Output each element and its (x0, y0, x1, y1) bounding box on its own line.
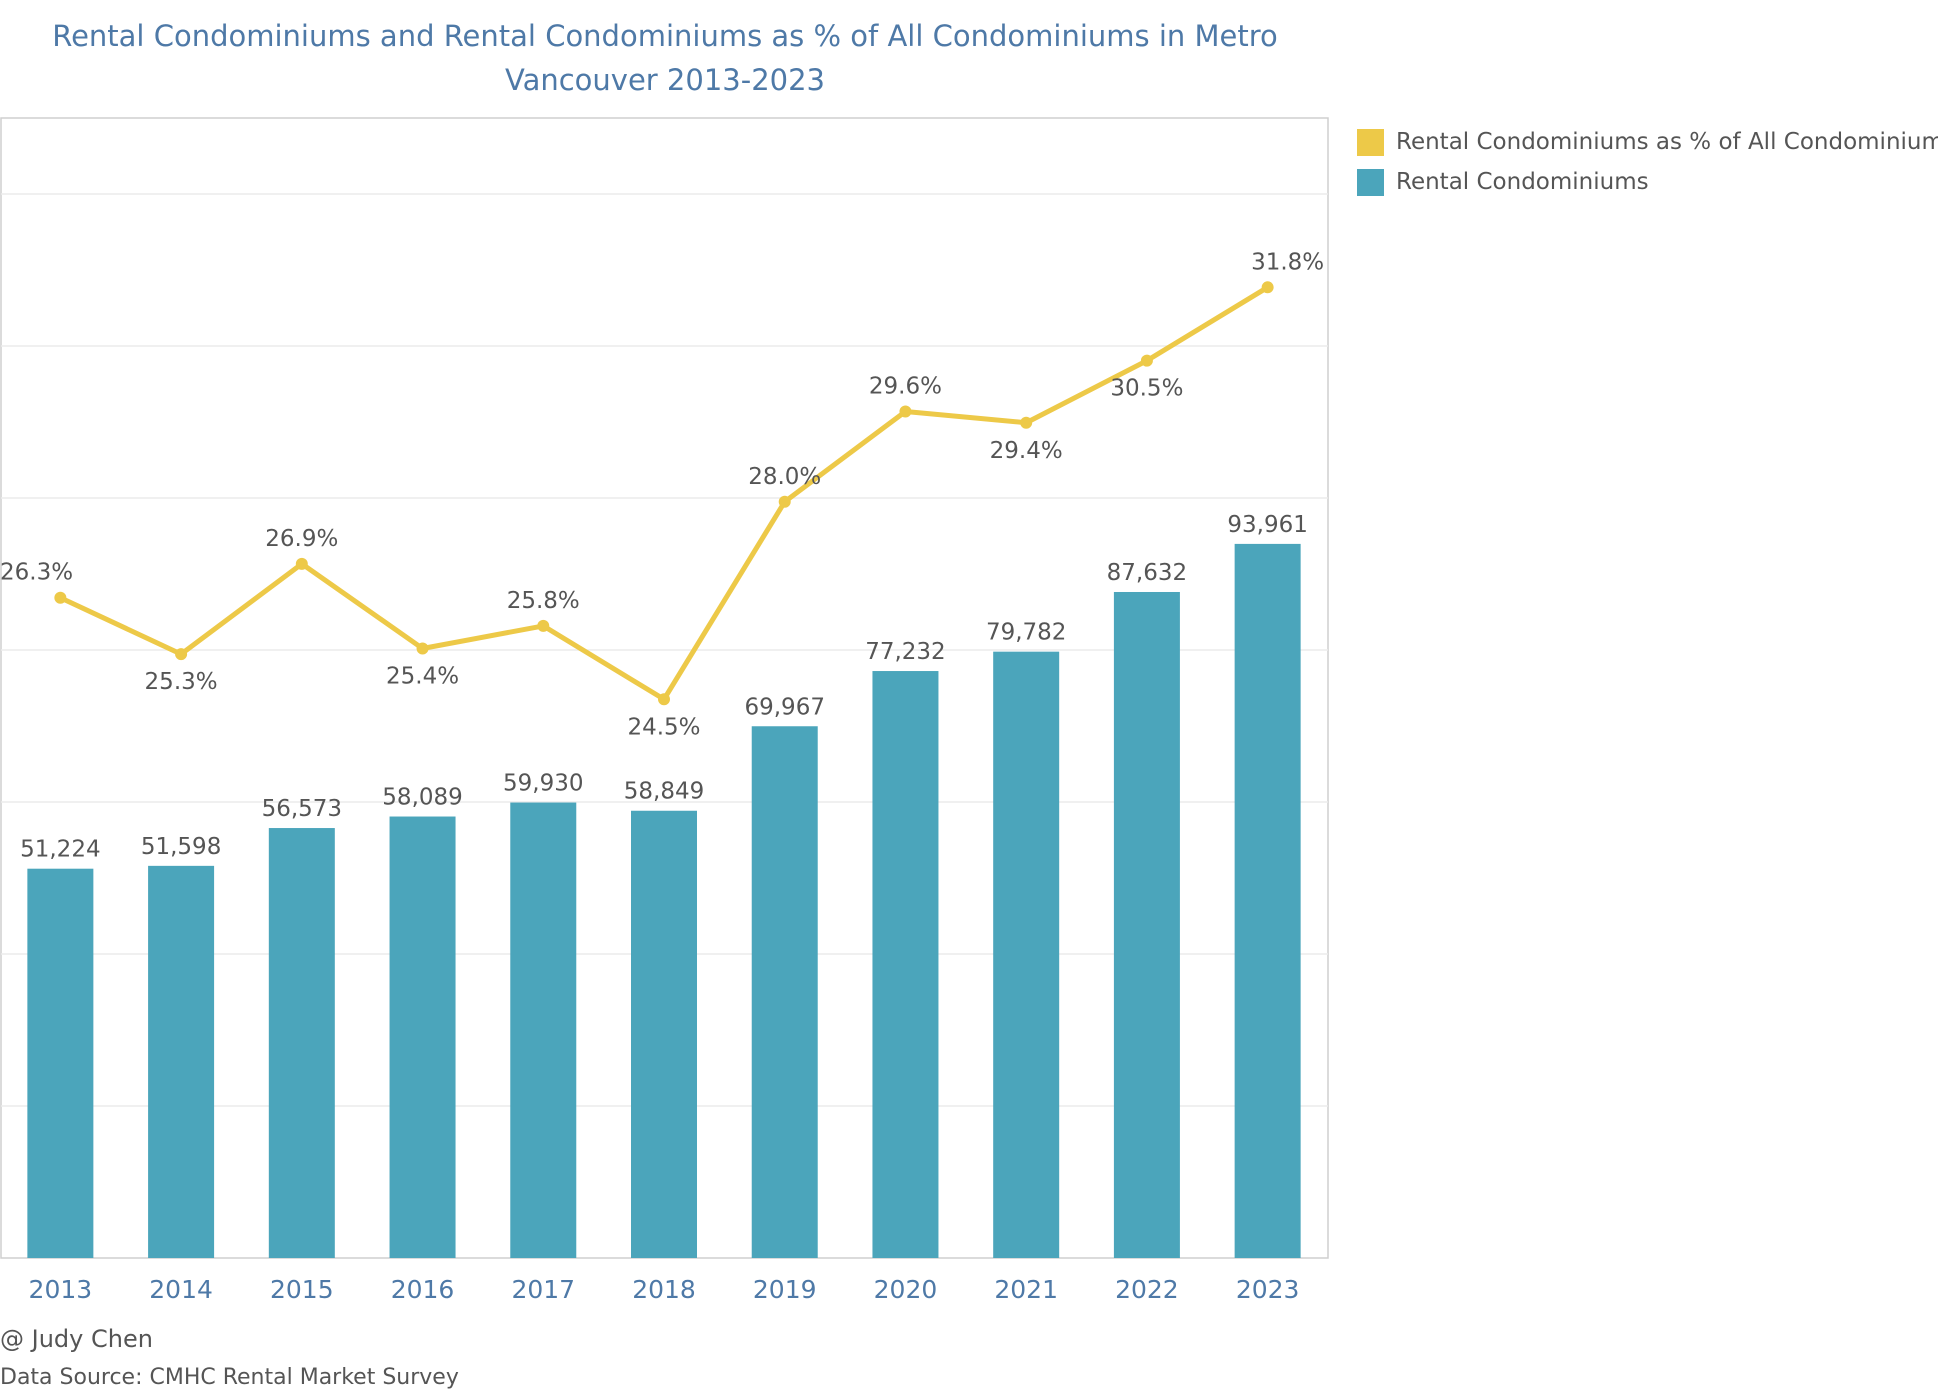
point-label-2020: 29.6% (869, 373, 942, 399)
point-label-2021: 29.4% (990, 438, 1063, 464)
point-2020 (899, 405, 912, 418)
bar-label-2018: 58,849 (624, 779, 704, 805)
legend-item-rental[interactable]: Rental Condominiums (1357, 162, 1938, 202)
point-label-2019: 28.0% (748, 464, 821, 490)
x-tick-2020: 2020 (874, 1275, 938, 1304)
line-series (54, 281, 1274, 706)
bar-label-2019: 69,967 (744, 694, 824, 720)
point-label-2016: 25.4% (386, 663, 459, 689)
bar-2022 (1113, 591, 1180, 1258)
bar-label-2013: 51,224 (20, 837, 100, 863)
bar-2020 (872, 671, 939, 1258)
author-credit: @ Judy Chen (0, 1325, 153, 1353)
point-label-2013: 26.3% (0, 560, 73, 586)
legend: Rental Condominiums as % of All Condomin… (1357, 122, 1938, 202)
bar-label-2022: 87,632 (1107, 560, 1187, 586)
x-tick-2023: 2023 (1236, 1275, 1300, 1304)
point-2013 (54, 591, 67, 604)
bar-label-2021: 79,782 (986, 620, 1066, 646)
percent-line (57, 284, 1271, 702)
point-2023 (1261, 281, 1274, 294)
x-tick-2019: 2019 (753, 1275, 817, 1304)
x-tick-2016: 2016 (391, 1275, 455, 1304)
data-source: Data Source: CMHC Rental Market Survey (0, 1365, 459, 1390)
x-tick-2014: 2014 (149, 1275, 213, 1304)
x-tick-2021: 2021 (994, 1275, 1058, 1304)
bar-label-2016: 58,089 (382, 785, 462, 811)
point-label-2017: 25.8% (507, 588, 580, 614)
bar-2021 (993, 651, 1060, 1258)
x-tick-2018: 2018 (632, 1275, 696, 1304)
point-label-2018: 24.5% (627, 714, 700, 740)
x-axis: 2013 2014 2015 2016 2017 2018 2019 2020 2021 2022… (29, 1275, 1300, 1304)
bar-label-2023: 93,961 (1227, 512, 1307, 538)
gridlines (0, 117, 1329, 1259)
point-2021 (1020, 416, 1033, 429)
bar-2023 (1234, 543, 1301, 1258)
legend-swatch-rental (1357, 168, 1384, 196)
x-tick-2015: 2015 (270, 1275, 334, 1304)
bar-2015 (268, 828, 335, 1258)
point-2016 (416, 642, 429, 655)
point-2022 (1140, 354, 1153, 367)
x-tick-2017: 2017 (511, 1275, 575, 1304)
chart-title-line1: Rental Condominiums and Rental Condomini… (52, 19, 1278, 53)
point-2019 (778, 495, 791, 508)
point-2017 (537, 619, 550, 632)
bar-2013 (27, 868, 94, 1258)
bar-label-2014: 51,598 (141, 834, 221, 860)
bar-label-2015: 56,573 (262, 796, 342, 822)
bar-series (27, 543, 1301, 1258)
legend-swatch-percent (1357, 128, 1384, 156)
bar-label-2017: 59,930 (503, 771, 583, 797)
legend-label-rental: Rental Condominiums (1396, 169, 1649, 195)
bar-2016 (389, 816, 456, 1258)
point-2018 (658, 693, 670, 706)
point-label-2014: 25.3% (145, 669, 218, 695)
data-labels: 51,224 51,598 56,573 58,089 59,930 58,849 69,9… (0, 249, 1324, 862)
point-label-2015: 26.9% (265, 526, 338, 552)
bar-label-2020: 77,232 (865, 639, 945, 665)
point-2014 (175, 648, 188, 661)
chart-title: Rental Condominiums and Rental Condomini… (0, 14, 1330, 102)
point-label-2023: 31.8% (1251, 249, 1324, 275)
bar-2017 (510, 802, 577, 1258)
point-2015 (295, 557, 308, 570)
point-label-2022: 30.5% (1110, 376, 1183, 402)
bar-2019 (751, 726, 818, 1258)
legend-item-percent[interactable]: Rental Condominiums as % of All Condomin… (1357, 122, 1938, 162)
x-tick-2013: 2013 (29, 1275, 93, 1304)
chart-title-line2: Vancouver 2013-2023 (504, 63, 826, 97)
x-tick-2022: 2022 (1115, 1275, 1179, 1304)
legend-label-percent: Rental Condominiums as % of All Condomin… (1396, 129, 1938, 155)
bar-2018 (631, 810, 697, 1258)
bar-2014 (148, 865, 215, 1258)
